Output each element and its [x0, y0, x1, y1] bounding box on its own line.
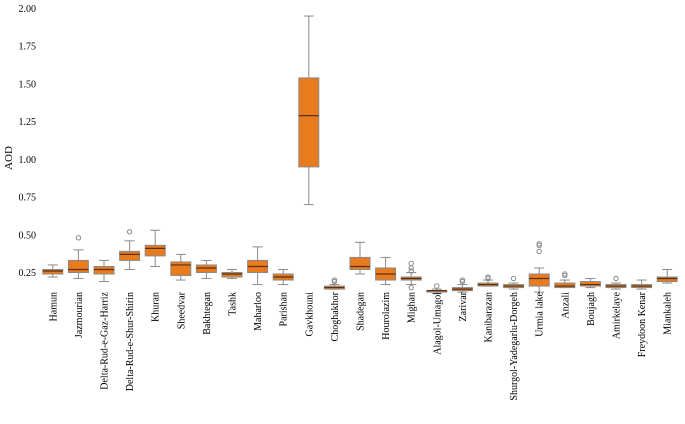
x-category-label: Delta-Rud-e-Shur-Shirin — [125, 292, 136, 391]
y-tick-label: 0.75 — [19, 193, 37, 204]
outlier-point — [434, 283, 440, 289]
iqr-box — [221, 272, 243, 278]
iqr-box — [579, 281, 601, 287]
x-category-label: Tashk — [228, 292, 239, 316]
x-category-label: Mighan — [407, 292, 418, 323]
box-hourolazim — [375, 256, 397, 286]
x-category-label: Kanibarazan — [484, 292, 495, 343]
box-gavkhouni — [298, 15, 320, 206]
box-amirkelaye — [605, 275, 627, 290]
y-tick-label: 2.00 — [19, 4, 37, 15]
x-category-label: Jazmourian — [74, 292, 85, 338]
box-khuran — [144, 229, 166, 267]
y-tick-label: 0.25 — [19, 268, 37, 279]
y-tick-label: 1.25 — [19, 117, 37, 128]
outlier-point — [459, 277, 466, 283]
y-tick-label: 1.00 — [19, 155, 37, 166]
outlier-point — [536, 248, 542, 255]
y-tick-label: 1.75 — [19, 42, 37, 53]
box-plot-series — [42, 15, 678, 295]
box-parishan — [272, 268, 294, 286]
box-anzali — [554, 271, 576, 289]
iqr-box — [144, 244, 166, 257]
outlier-point — [408, 284, 414, 291]
box-miankaleh — [656, 268, 678, 284]
box-boujagh — [579, 278, 601, 289]
iqr-box — [42, 268, 64, 275]
iqr-box — [554, 282, 576, 289]
box-mighan — [400, 260, 422, 291]
box-delta-rud-e-shur-shirin — [119, 229, 141, 270]
x-category-label: Gavkhouni — [304, 292, 315, 337]
x-category-label: Shurgol-Yadegarlu-Dorgeh — [509, 292, 520, 401]
x-category-label: Choghakhor — [330, 291, 341, 341]
x-category-label: Freydoon Kenar — [637, 291, 648, 357]
iqr-box — [656, 276, 678, 283]
box-freydoon-kenar — [631, 279, 653, 290]
box-hamun — [42, 264, 64, 278]
iqr-box — [195, 264, 217, 274]
outlier-point — [408, 268, 414, 274]
outlier-point — [613, 275, 619, 282]
x-category-label: Amirkelaye — [612, 291, 623, 339]
iqr-box — [298, 77, 320, 168]
x-category-label: Boujagh — [586, 292, 597, 326]
outlier-point — [408, 265, 414, 271]
x-category-label: Alagol-Umagol — [432, 292, 443, 355]
iqr-box — [67, 259, 89, 273]
y-tick-label: 1.50 — [19, 79, 37, 90]
box-maharloo — [247, 246, 269, 286]
outlier-point — [536, 241, 542, 247]
y-axis-title: AOD — [3, 146, 15, 170]
x-category-label: Anzali — [560, 292, 571, 319]
x-category-label: Sheedvar — [176, 291, 187, 329]
box-kanibarazan — [477, 274, 499, 287]
box-zarivar — [451, 277, 473, 293]
y-tick-label: 0.50 — [19, 230, 37, 241]
x-category-label: Khuran — [151, 292, 162, 322]
box-alagol-umagol — [426, 283, 448, 295]
x-category-label: Shadegan — [356, 292, 367, 331]
outlier-point — [126, 229, 133, 235]
outlier-point — [331, 277, 338, 283]
box-urmia-lake — [528, 241, 550, 293]
box-shurgol-yadegarlu-dorgeh — [503, 275, 525, 290]
y-axis-ticks: 0.25 0.50 0.75 1.00 1.25 1.50 1.75 2.00 — [19, 4, 37, 279]
iqr-box — [349, 256, 371, 270]
outlier-point — [75, 235, 82, 241]
box-choghakhor — [323, 277, 345, 290]
x-category-label: Urmia lake — [535, 291, 546, 336]
iqr-box — [93, 265, 115, 275]
outlier-point — [485, 274, 491, 280]
x-category-label: Miankaleh — [663, 292, 674, 335]
box-sheedvar — [170, 253, 192, 281]
x-category-label: Hourolazim — [381, 292, 392, 340]
iqr-box — [528, 273, 550, 287]
outlier-point — [510, 275, 517, 282]
x-category-label: Delta-Rud-e-Gaz-Harriz — [100, 291, 111, 389]
x-category-label: Parishan — [279, 292, 290, 326]
box-bakhtegan — [195, 259, 217, 280]
box-delta-rud-e-gaz-harriz — [93, 259, 115, 283]
box-shadegan — [349, 241, 371, 275]
x-category-label: Bakhtegan — [202, 292, 213, 335]
x-category-label: Maharloo — [253, 292, 264, 331]
iqr-box — [170, 261, 192, 277]
x-category-label: Hamun — [48, 292, 59, 321]
x-axis-category-labels: Hamun Jazmourian Delta-Rud-e-Gaz-Harriz Del… — [48, 291, 673, 400]
outlier-point — [562, 271, 568, 277]
outlier-point — [408, 260, 414, 267]
x-category-label: Zarivar — [458, 291, 469, 321]
iqr-box — [119, 250, 141, 261]
box-jazmourian — [67, 235, 89, 280]
box-tashk — [221, 268, 243, 280]
